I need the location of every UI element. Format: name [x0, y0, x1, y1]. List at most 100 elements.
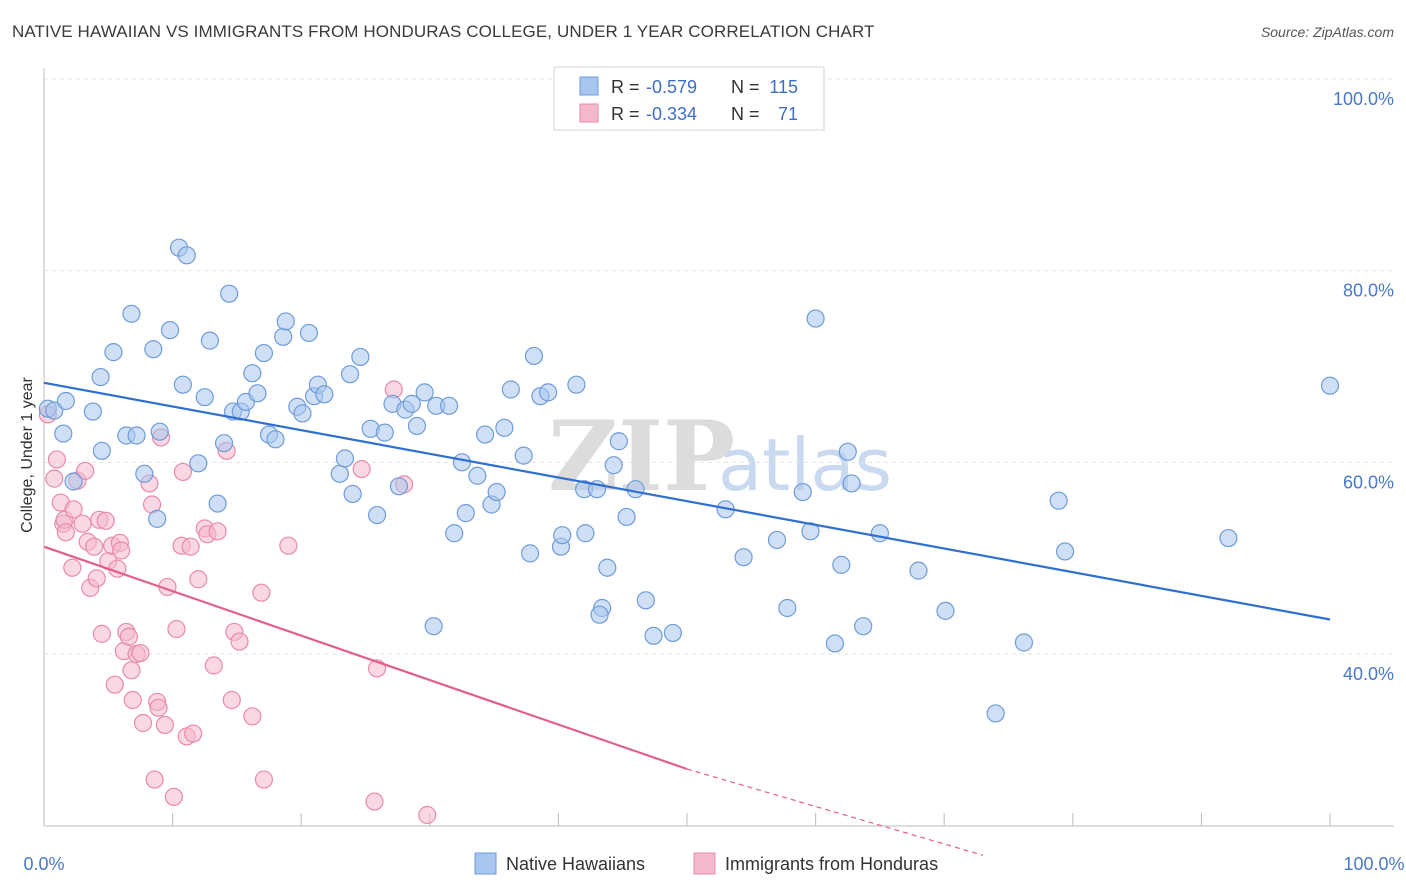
hawaiian-point	[340, 365, 360, 384]
y-tick-label: 80.0%	[1343, 281, 1394, 301]
bottom-legend-label-honduras: Immigrants from Honduras	[725, 854, 938, 874]
trend-lines	[43, 381, 1331, 856]
honduras-point	[131, 643, 150, 663]
hawaiian-point	[220, 284, 239, 303]
hawaiian-point	[335, 449, 355, 468]
honduras-point	[365, 792, 384, 811]
hawaiian-point	[173, 375, 192, 394]
honduras-point	[122, 661, 141, 680]
honduras-point	[56, 523, 75, 542]
hawaiian-point	[299, 323, 319, 343]
hawaiian-point	[407, 416, 427, 436]
hawaiian-point	[424, 617, 443, 636]
hawaiian-point	[475, 425, 495, 444]
honduras-point	[155, 715, 174, 735]
honduras-point	[418, 805, 437, 825]
hawaiian-point	[832, 555, 851, 574]
hawaiian-point	[402, 394, 421, 413]
legend-swatch-blue	[579, 76, 599, 96]
hawaiian-point	[524, 346, 544, 366]
hawaiian-point	[1014, 633, 1034, 652]
honduras-point	[47, 450, 66, 469]
hawaiian-point	[148, 509, 167, 528]
source-credit: Source: ZipAtlas.com	[1260, 24, 1394, 40]
honduras-point	[167, 619, 186, 639]
hawaiian-point	[854, 617, 873, 636]
hawaiian-point	[276, 312, 295, 331]
series-honduras-points	[38, 380, 437, 825]
hawaiian-point	[144, 340, 163, 359]
y-tick-label: 60.0%	[1343, 472, 1394, 492]
hawaiian-point	[122, 304, 141, 323]
hawaiian-point	[501, 380, 520, 399]
hawaiian-point	[604, 456, 623, 475]
honduras-point	[64, 500, 83, 519]
hawaiian-point	[468, 466, 487, 485]
hawaiian-point	[793, 482, 812, 502]
hawaiian-point	[375, 423, 394, 442]
honduras-point	[222, 690, 241, 710]
hawaiian-point	[92, 441, 111, 460]
axes	[43, 68, 1394, 827]
hawaiian-point	[806, 309, 825, 328]
honduras-point	[254, 770, 274, 789]
hawaiian-point	[439, 396, 459, 415]
x-ticks	[172, 813, 1331, 826]
honduras-point	[181, 537, 200, 556]
watermark-zip: ZIP	[548, 400, 735, 513]
honduras-point	[96, 511, 115, 530]
hawaiian-point	[1049, 491, 1068, 510]
legend-r-label-1: R =	[611, 77, 640, 97]
hawaiian-point	[367, 505, 387, 525]
honduras-point	[133, 713, 153, 733]
hawaiian-point	[351, 347, 370, 367]
hawaiian-point	[1219, 528, 1238, 548]
honduras-point	[184, 724, 203, 743]
hawaiian-point	[767, 530, 787, 550]
hawaiian-point	[495, 418, 514, 437]
hawaiian-point	[200, 331, 219, 350]
hawaiian-point	[248, 384, 267, 403]
honduras-point	[145, 770, 164, 789]
honduras-point	[76, 461, 95, 481]
hawaiian-point	[452, 453, 472, 472]
bottom-legend-swatch-hawaiians	[474, 852, 497, 875]
series-legend: Native Hawaiians Immigrants from Hondura…	[474, 852, 938, 875]
hawaiian-point	[243, 364, 262, 383]
hawaiian-point	[1320, 376, 1340, 395]
hawaiian-point	[177, 246, 196, 265]
hawaiian-point	[514, 446, 533, 465]
hawaiian-point	[576, 524, 595, 543]
x-tick-label-min: 0.0%	[23, 854, 64, 874]
honduras-point	[87, 569, 106, 588]
legend-r-label-2: R =	[611, 104, 640, 124]
correlation-legend: R = -0.579 N = 115 R = -0.334 N = 71	[553, 66, 825, 131]
hawaiian-point	[330, 464, 349, 483]
legend-r-value-2: -0.334	[646, 104, 697, 124]
y-axis-label: College, Under 1 year	[19, 377, 36, 533]
legend-n-value-1: 115	[769, 77, 798, 97]
honduras-point	[352, 459, 371, 479]
honduras-point	[63, 558, 82, 577]
hawaiian-point	[870, 524, 890, 543]
hawaiian-point	[214, 434, 234, 453]
honduras-point	[112, 541, 131, 560]
honduras-point	[208, 522, 227, 541]
series-hawaiian-points	[38, 238, 1340, 723]
bottom-legend-swatch-honduras	[693, 852, 716, 875]
y-tick-labels: 40.0% 60.0% 80.0% 100.0%	[1333, 89, 1394, 684]
honduras-point	[189, 570, 208, 589]
honduras-point	[173, 462, 192, 482]
hawaiian-point	[445, 524, 464, 543]
legend-n-value-2: 71	[778, 104, 798, 124]
hawaiian-point	[553, 526, 572, 545]
honduras-point	[230, 632, 249, 651]
hawaiian-point	[54, 424, 73, 443]
hawaiian-point	[487, 482, 506, 502]
hawaiian-point	[64, 472, 83, 491]
hawaiian-point	[567, 375, 586, 394]
hawaiian-point	[415, 383, 434, 402]
hawaiian-point	[909, 561, 928, 580]
hawaiian-point	[135, 464, 154, 483]
